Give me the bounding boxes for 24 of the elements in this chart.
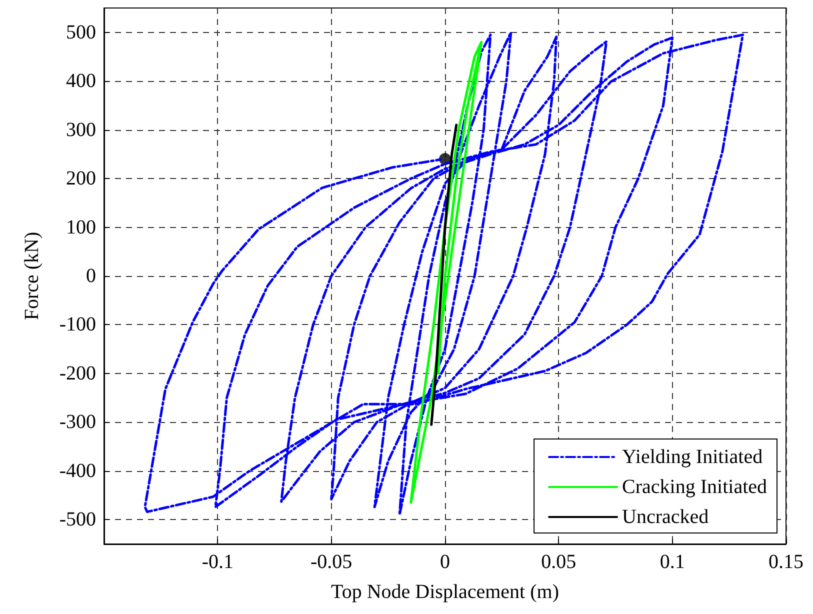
y-tick-label: 200 xyxy=(66,168,96,190)
legend-label: Uncracked xyxy=(622,506,709,528)
legend-label: Yielding Initiated xyxy=(622,446,763,468)
y-tick-label: -300 xyxy=(59,411,96,434)
x-tick-label: -0.05 xyxy=(310,551,352,573)
y-tick-label: -400 xyxy=(59,460,96,482)
y-tick-label: -200 xyxy=(59,362,96,384)
y-axis-title: Force (kN) xyxy=(21,232,43,320)
x-tick-label: 0.15 xyxy=(768,551,804,573)
y-tick-label: 500 xyxy=(66,21,96,44)
x-tick-label: 0.05 xyxy=(541,551,576,573)
line-series xyxy=(410,40,483,504)
y-tick-label: 100 xyxy=(66,216,96,238)
x-tick-label: -0.1 xyxy=(202,551,234,573)
y-tick-label: -100 xyxy=(59,314,96,336)
y-tick-label: 400 xyxy=(66,70,96,92)
y-tick-label: 0 xyxy=(86,265,96,287)
x-tick-label: 0 xyxy=(440,551,450,573)
x-tick-label: 0.1 xyxy=(660,551,685,573)
line-series xyxy=(430,124,458,426)
legend-label: Cracking Initiated xyxy=(622,476,767,498)
y-tick-label: 300 xyxy=(66,118,96,141)
y-tick-label: -500 xyxy=(59,508,96,531)
x-axis-title: Top Node Displacement (m) xyxy=(331,581,559,603)
